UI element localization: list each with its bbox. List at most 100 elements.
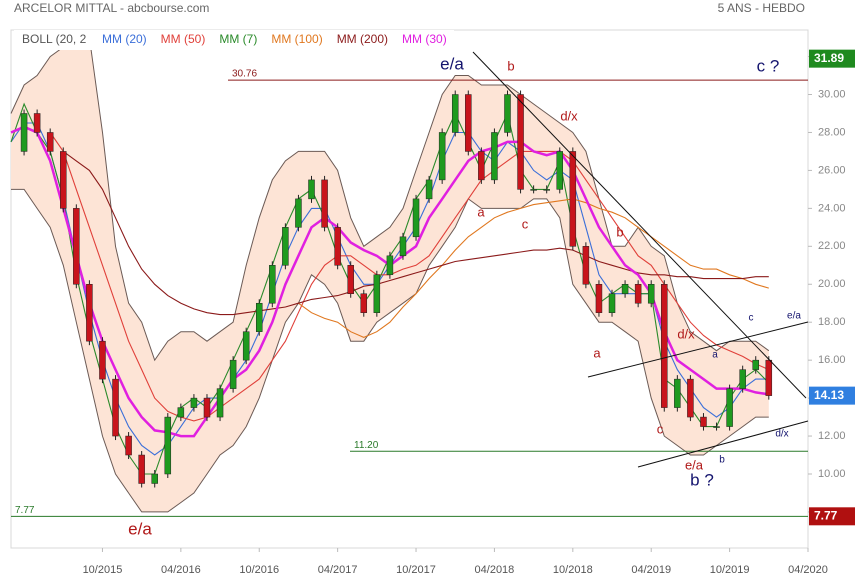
candle (647, 284, 655, 304)
wave-label: d/x (775, 429, 788, 440)
high-label: 31.89 (814, 51, 844, 65)
wave-label: a (712, 350, 718, 361)
bollinger-lower (11, 188, 769, 513)
legend-entry: MM (7) (219, 32, 257, 46)
wave-label: c (749, 313, 754, 324)
candle (373, 274, 381, 313)
x-tick-label: 04/2017 (318, 564, 358, 576)
x-tick-label: 10/2015 (83, 564, 123, 576)
candle (216, 388, 224, 418)
candle (60, 151, 67, 209)
last-price-label: 14.13 (814, 388, 844, 402)
low-label: 7.77 (814, 508, 838, 522)
x-tick-label: 04/2019 (631, 564, 671, 576)
y-tick-label: 22.00 (818, 240, 846, 252)
candle (543, 189, 550, 191)
moving-average (298, 198, 769, 339)
wave-label: d/x (560, 108, 578, 123)
x-tick-label: 10/2018 (553, 564, 593, 576)
candle (321, 179, 328, 228)
y-tick-label: 28.00 (818, 126, 846, 138)
candle (46, 132, 54, 152)
candle (73, 208, 80, 285)
candle (674, 378, 681, 408)
wave-label: c ? (757, 56, 780, 75)
candle (713, 426, 720, 428)
x-tick-label: 10/2016 (239, 564, 279, 576)
candle (386, 255, 394, 276)
trend-lines (472, 51, 809, 468)
wave-label: b ? (690, 470, 714, 489)
candle (282, 227, 289, 266)
y-tick-label: 20.00 (818, 278, 846, 290)
y-tick-label: 12.00 (818, 430, 846, 442)
moving-average (62, 150, 769, 316)
wave-label: c (522, 216, 529, 231)
candle (399, 236, 407, 257)
moving-average (49, 132, 770, 422)
candle (151, 473, 158, 484)
candle (621, 284, 629, 294)
wave-label: a (477, 204, 485, 219)
candle (412, 198, 420, 238)
legend-entry: MM (50) (161, 32, 206, 46)
candle (33, 113, 41, 133)
y-tick-label: 30.00 (818, 88, 846, 100)
wave-label: e/a (128, 519, 152, 538)
candle (308, 179, 315, 200)
y-tick-label: 24.00 (818, 202, 846, 214)
candle (229, 359, 237, 389)
wave-label: e/a (685, 457, 704, 472)
legend-entry: BOLL (20, 2 (22, 32, 87, 46)
candle (360, 293, 368, 313)
wave-label: e/a (787, 311, 801, 322)
header-period: 5 ANS - HEBDO (718, 1, 805, 15)
y-tick-label: 10.00 (818, 468, 846, 480)
legend-entry: MM (20) (102, 32, 147, 46)
level-label: 7.77 (15, 505, 35, 516)
wave-label: a (593, 345, 601, 360)
candle (661, 284, 668, 408)
wave-label: c (657, 421, 664, 436)
candle (269, 265, 276, 304)
candle (726, 388, 733, 427)
candle (739, 369, 746, 389)
candle (451, 94, 459, 133)
wave-label: b (616, 224, 623, 239)
x-tick-label: 10/2019 (710, 564, 750, 576)
wave-label: b (507, 58, 514, 73)
candle (334, 227, 341, 266)
level-label: 11.20 (354, 440, 379, 451)
candle (295, 198, 302, 228)
trend-line (472, 51, 807, 399)
candle (530, 189, 537, 191)
candle (752, 359, 759, 370)
candle (112, 378, 119, 437)
candle (569, 151, 577, 247)
header-title: ARCELOR MITTAL - abcbourse.com (14, 1, 209, 15)
candle (190, 397, 198, 408)
candle (582, 246, 590, 285)
trend-line (587, 321, 809, 378)
candle (595, 284, 603, 313)
last-price-box (809, 386, 855, 405)
candle (491, 132, 498, 181)
candle (687, 378, 694, 418)
candle (86, 284, 93, 342)
candle (255, 302, 263, 332)
candle (438, 132, 446, 181)
y-tick-label: 16.00 (818, 354, 846, 366)
level-label: 30.76 (232, 69, 257, 80)
x-tick-label: 04/2020 (788, 564, 828, 576)
y-tick-label: 26.00 (818, 164, 846, 176)
candle (556, 151, 564, 190)
x-tick-label: 10/2017 (396, 564, 436, 576)
candle (765, 359, 773, 396)
candle (608, 293, 616, 313)
candle (517, 94, 524, 190)
legend-entry: MM (30) (402, 32, 447, 46)
candle (425, 179, 433, 200)
candle (164, 416, 172, 475)
candle (700, 416, 707, 427)
